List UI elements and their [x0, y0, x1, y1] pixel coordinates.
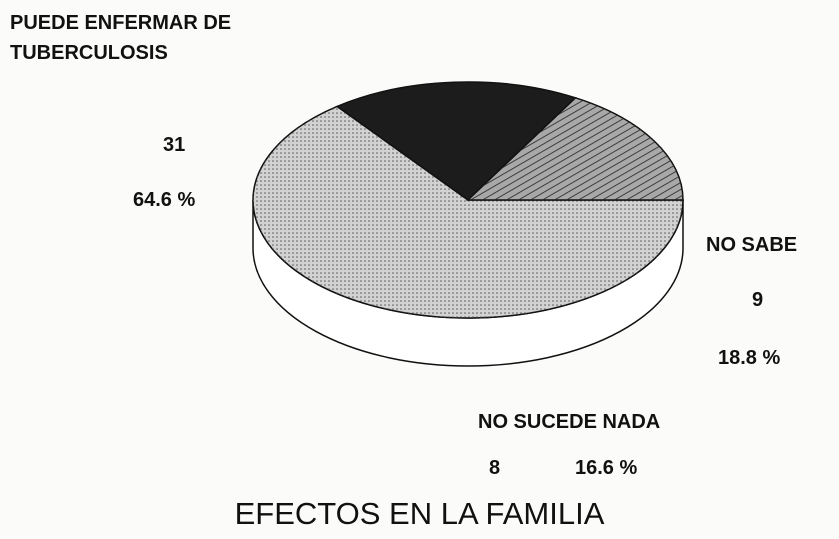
pie-slice — [335, 81, 577, 201]
percentage-label: 64.6 % — [133, 189, 196, 211]
category-label: NO SUCEDE NADA — [478, 411, 661, 433]
percentage-label: 18.8 % — [718, 347, 781, 369]
value-label: 31 — [163, 134, 186, 156]
category-label: PUEDE ENFERMAR DE TUBERCULOSIS — [10, 12, 232, 64]
percentage-label: 16.6 % — [575, 457, 638, 479]
category-label: NO SABE — [706, 234, 798, 256]
slice-texture — [468, 97, 683, 200]
slice-texture — [253, 106, 684, 318]
chart-title: EFECTOS EN LA FAMILIA — [234, 496, 605, 531]
value-label: 9 — [752, 289, 764, 311]
value-label: 8 — [489, 457, 501, 479]
